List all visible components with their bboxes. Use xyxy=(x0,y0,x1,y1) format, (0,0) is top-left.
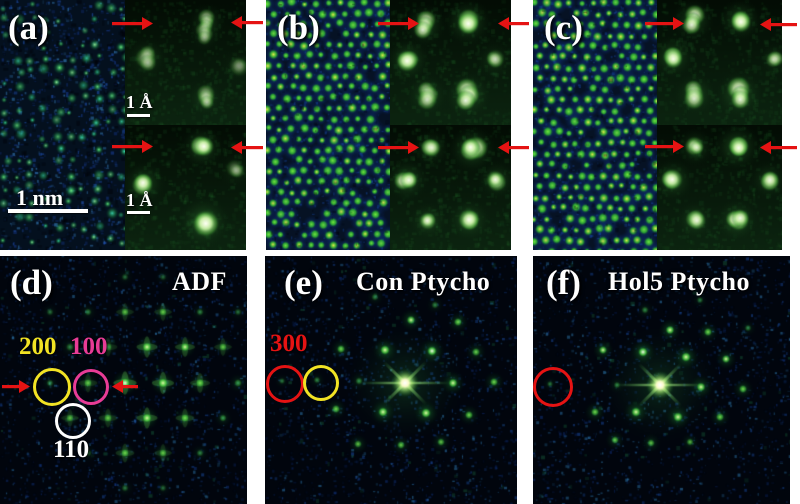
reflection-label-200: 200 xyxy=(19,333,57,360)
panel-b-stem-image xyxy=(266,0,390,250)
red-arrow xyxy=(760,17,797,31)
scalebar-1a-top-label: 1 Å xyxy=(126,92,153,112)
panel-c-stem-image xyxy=(533,0,657,250)
reflection-circle-yellow xyxy=(33,368,71,406)
reflection-circle-magenta xyxy=(73,369,109,405)
red-arrow xyxy=(760,140,797,154)
panel-c-stem-canvas xyxy=(533,0,657,250)
red-arrow xyxy=(498,16,529,30)
reflection-label-110: 110 xyxy=(53,436,90,463)
scalebar-1a-bottom-bar xyxy=(127,211,150,214)
panel-a-stem-image xyxy=(0,0,125,250)
panel-e-title: Con Ptycho xyxy=(356,267,491,296)
panel-b-label: (b) xyxy=(277,8,320,47)
panel-a-label: (a) xyxy=(8,8,49,47)
panel-e-label: (e) xyxy=(284,263,323,302)
red-arrow xyxy=(378,16,419,30)
red-arrow xyxy=(645,139,684,153)
scalebar-1nm-label: 1 nm xyxy=(16,185,64,210)
panel-f-fft-canvas xyxy=(533,256,790,504)
panel-d-label: (d) xyxy=(10,263,53,302)
panel-f-label: (f) xyxy=(546,263,581,302)
scalebar-1a-top-bar xyxy=(127,114,150,117)
red-arrow xyxy=(231,15,263,29)
reflection-label-300: 300 xyxy=(270,330,308,357)
red-arrow xyxy=(645,16,684,30)
red-arrow xyxy=(378,140,419,154)
panel-f-fft-image xyxy=(533,256,790,504)
panel-a-stem-canvas xyxy=(0,0,125,250)
red-arrow xyxy=(112,16,153,30)
panel-a-inset-bottom xyxy=(125,125,246,250)
reflection-circle-red xyxy=(533,367,573,407)
panel-b-stem-canvas xyxy=(266,0,390,250)
red-arrow xyxy=(2,379,30,393)
panel-d-title: ADF xyxy=(172,267,227,296)
red-arrow xyxy=(112,379,138,393)
red-arrow xyxy=(231,140,263,154)
reflection-circle-yellow xyxy=(303,365,339,401)
reflection-circle-red xyxy=(266,365,304,403)
red-arrow xyxy=(498,140,529,154)
red-arrow xyxy=(112,139,153,153)
panel-c-label: (c) xyxy=(544,8,583,47)
scalebar-1a-bottom-label: 1 Å xyxy=(126,190,153,210)
reflection-label-100: 100 xyxy=(70,333,108,360)
panel-f-title: Hol5 Ptycho xyxy=(608,267,750,296)
reflection-circle-white xyxy=(55,403,91,439)
scalebar-1nm-bar xyxy=(8,209,88,213)
